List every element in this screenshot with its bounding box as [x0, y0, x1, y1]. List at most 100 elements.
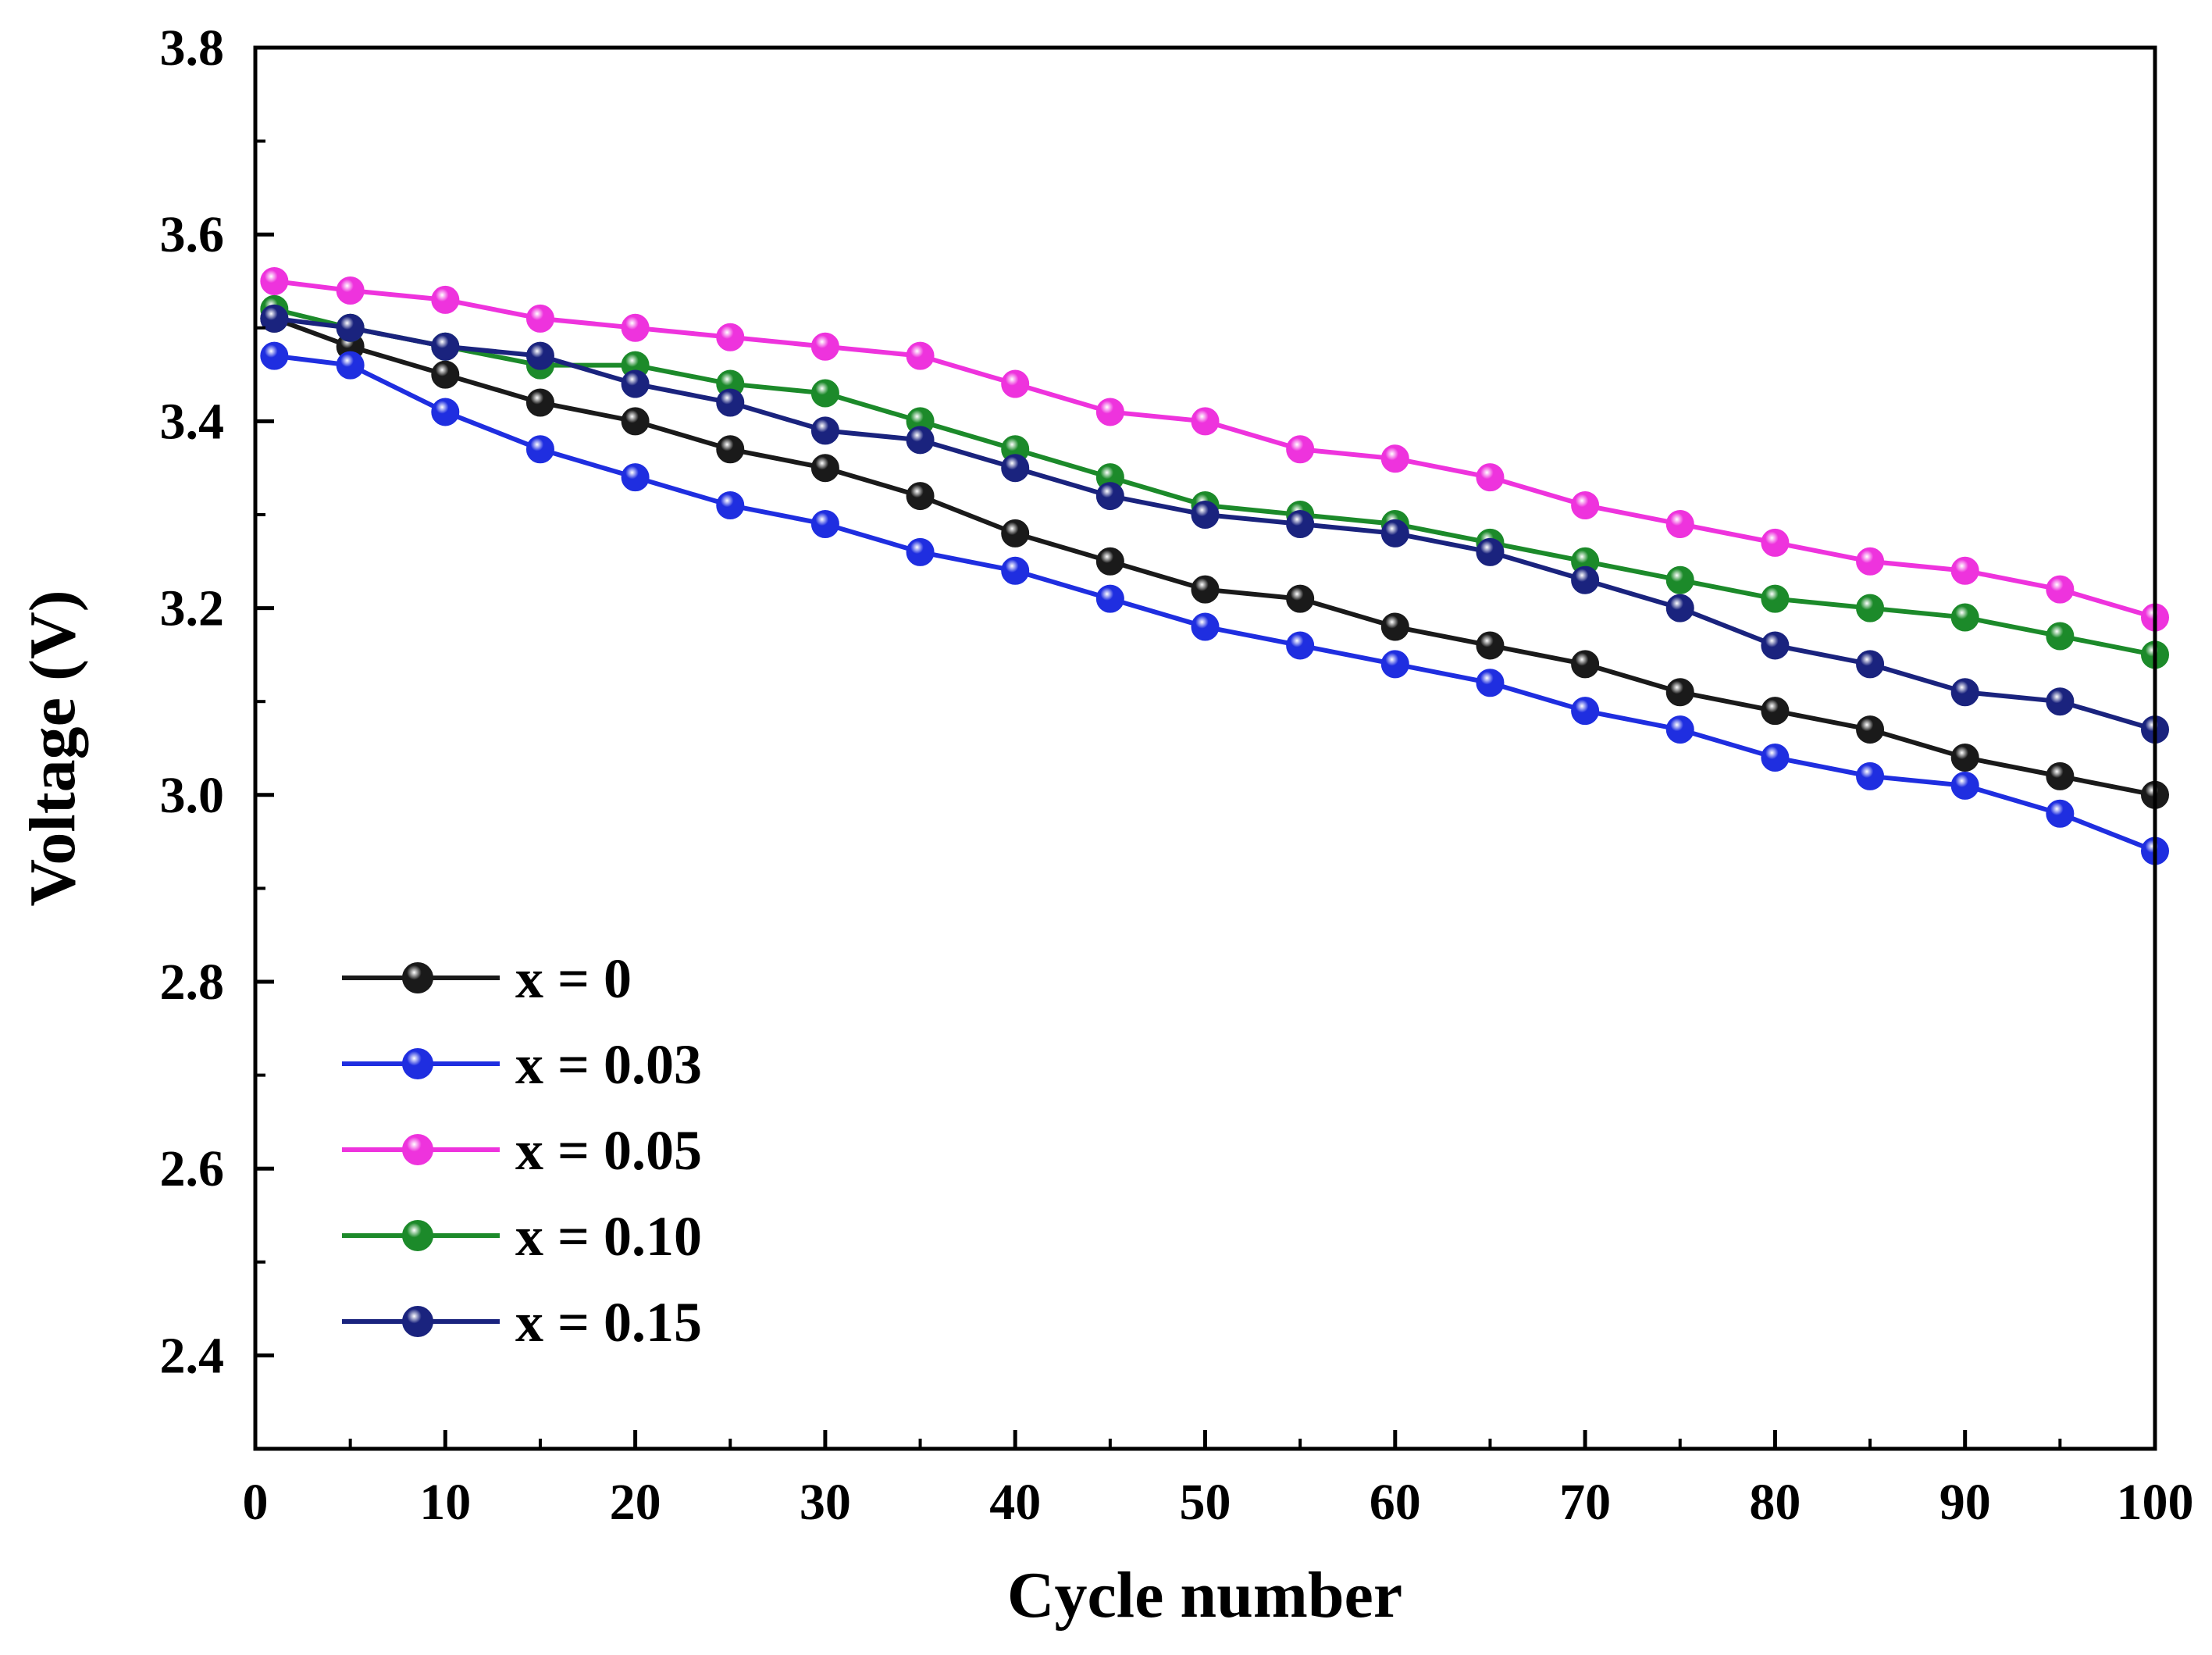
data-point — [621, 463, 650, 492]
data-point — [260, 341, 289, 370]
data-point — [716, 435, 745, 464]
data-point — [1761, 631, 1790, 660]
legend-item: x = 0 — [342, 947, 632, 1010]
data-point — [336, 351, 365, 380]
data-point — [1001, 369, 1030, 398]
x-tick-label: 80 — [1749, 1474, 1801, 1531]
data-point — [1665, 678, 1694, 707]
data-point — [1380, 650, 1409, 679]
y-tick-labels: 2.4 2.6 2.8 3.0 3.2 3.4 3.6 3.8 — [160, 20, 225, 1384]
data-point — [1191, 407, 1220, 436]
data-point — [2046, 687, 2075, 716]
data-point — [1665, 715, 1694, 744]
x-tick-label: 70 — [1559, 1474, 1611, 1531]
data-point — [906, 537, 935, 566]
y-tick-label: 3.2 — [160, 580, 225, 637]
data-point — [1856, 762, 1885, 790]
data-point — [1191, 575, 1220, 604]
data-point — [1380, 519, 1409, 548]
x-tick-label: 50 — [1180, 1474, 1231, 1531]
data-point — [2046, 575, 2075, 604]
x-tick-label: 100 — [2117, 1474, 2194, 1531]
series-x-0-05 — [260, 267, 2169, 632]
legend-label: x = 0.15 — [515, 1291, 702, 1354]
data-point — [906, 341, 935, 370]
data-point — [1286, 584, 1315, 613]
x-tick-label: 10 — [419, 1474, 471, 1531]
data-point — [1476, 669, 1505, 697]
x-tick-label: 30 — [800, 1474, 851, 1531]
legend-label: x = 0.05 — [515, 1119, 702, 1182]
data-point — [1950, 603, 1979, 632]
data-point — [431, 285, 460, 314]
data-point — [906, 482, 935, 511]
data-point — [1476, 537, 1505, 566]
data-point — [1665, 509, 1694, 538]
data-point — [810, 379, 839, 408]
data-point — [1571, 565, 1600, 594]
data-point — [1001, 556, 1030, 585]
data-point — [621, 369, 650, 398]
data-point — [2046, 799, 2075, 828]
legend-item: x = 0.10 — [342, 1205, 702, 1268]
data-point — [906, 426, 935, 455]
data-point — [1286, 435, 1315, 464]
y-tick-label: 3.6 — [160, 206, 225, 263]
legend-item: x = 0.03 — [342, 1033, 702, 1096]
data-point — [1761, 697, 1790, 726]
data-point — [1286, 631, 1315, 660]
legend-label: x = 0.03 — [515, 1033, 702, 1096]
y-tick-label: 3.8 — [160, 20, 225, 77]
data-point — [621, 313, 650, 342]
data-point — [525, 388, 554, 417]
x-tick-label: 60 — [1370, 1474, 1421, 1531]
legend-marker — [402, 1048, 433, 1079]
axis-ticks — [253, 45, 2157, 1449]
data-point — [1950, 771, 1979, 800]
series-x-0-03 — [260, 341, 2169, 865]
data-point — [525, 341, 554, 370]
data-point — [716, 491, 745, 520]
data-point — [1286, 509, 1315, 538]
x-tick-label: 0 — [243, 1474, 269, 1531]
data-point — [1856, 594, 1885, 622]
data-point — [1380, 612, 1409, 641]
data-point — [1856, 715, 1885, 744]
data-point — [1095, 398, 1124, 426]
data-point — [525, 435, 554, 464]
x-axis-title: Cycle number — [1007, 1559, 1402, 1632]
data-point — [1950, 556, 1979, 585]
data-point — [1191, 501, 1220, 529]
data-point — [431, 332, 460, 361]
data-point — [1095, 584, 1124, 613]
data-point — [716, 388, 745, 417]
legend-marker — [402, 1306, 433, 1337]
legend-item: x = 0.15 — [342, 1291, 702, 1354]
data-point — [810, 416, 839, 445]
data-point — [810, 509, 839, 538]
data-point — [1856, 547, 1885, 576]
y-tick-label: 2.8 — [160, 954, 225, 1011]
data-point — [2046, 622, 2075, 651]
data-point — [1571, 697, 1600, 726]
legend-label: x = 0.10 — [515, 1205, 702, 1268]
legend-marker — [402, 1134, 433, 1165]
data-point — [336, 313, 365, 342]
series-x-0-15 — [260, 304, 2169, 744]
legend-item: x = 0.05 — [342, 1119, 702, 1182]
data-point — [810, 332, 839, 361]
data-point — [525, 304, 554, 333]
data-point — [1761, 584, 1790, 613]
legend: x = 0 x = 0.03 x = 0.05 x = 0.10 x = 0.15 — [342, 947, 702, 1354]
data-point — [810, 454, 839, 483]
y-tick-label: 3.0 — [160, 767, 225, 824]
data-point — [1761, 528, 1790, 557]
data-point — [1571, 650, 1600, 679]
data-point — [431, 360, 460, 389]
y-tick-label: 2.6 — [160, 1140, 225, 1197]
data-point — [1856, 650, 1885, 679]
data-point — [260, 304, 289, 333]
data-point — [1001, 454, 1030, 483]
